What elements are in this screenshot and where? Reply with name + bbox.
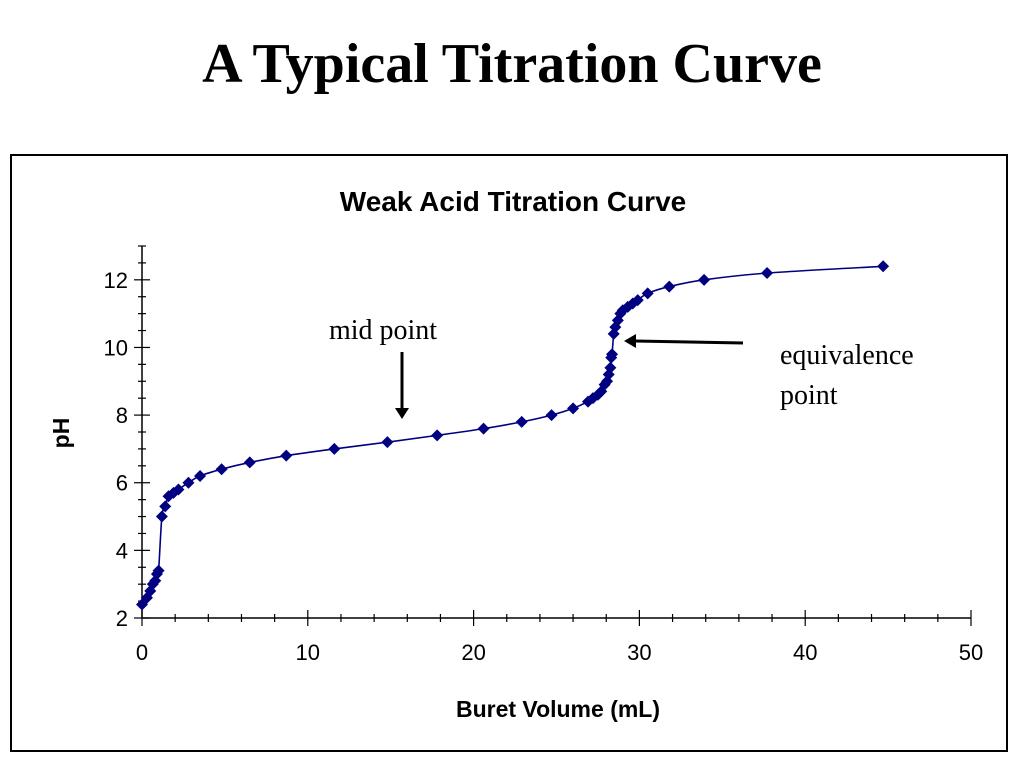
data-point: [698, 273, 711, 286]
x-tick-label: 40: [793, 640, 817, 665]
annotations: mid point equivalence point: [329, 315, 914, 419]
data-point: [152, 564, 165, 577]
data-point: [631, 294, 644, 307]
data-point: [144, 584, 157, 597]
data-point: [182, 476, 195, 489]
data-point: [172, 483, 185, 496]
data-point: [515, 415, 528, 428]
data-point: [155, 510, 168, 523]
equivalence-arrowhead: [624, 334, 636, 348]
data-point: [194, 469, 207, 482]
x-axis-label: Buret Volume (mL): [456, 696, 660, 722]
y-axis-label: pH: [48, 418, 74, 449]
data-point: [606, 348, 619, 361]
equivalence-annotation-line1: equivalence: [780, 340, 914, 371]
x-tick-label: 50: [959, 640, 983, 665]
data-point: [567, 402, 580, 415]
data-point: [280, 449, 293, 462]
data-point: [328, 442, 341, 455]
data-point: [877, 260, 890, 273]
data-point: [243, 456, 256, 469]
data-point: [591, 388, 604, 401]
y-tick-label: 12: [104, 268, 128, 293]
y-tick-label: 8: [116, 403, 128, 428]
mid-point-arrowhead: [395, 408, 409, 419]
equivalence-arrow: [633, 339, 744, 345]
x-tick-label: 0: [136, 640, 148, 665]
axes: 0 10 20 30 40 50 2 4 6 8 10 12: [104, 245, 983, 665]
x-tick-label: 20: [461, 640, 485, 665]
data-point: [601, 375, 614, 388]
x-tick-label: 10: [296, 640, 320, 665]
data-point: [477, 422, 490, 435]
y-tick-label: 6: [116, 471, 128, 496]
y-tick-label: 4: [116, 538, 128, 563]
data-point: [159, 500, 172, 513]
data-point: [663, 280, 676, 293]
slide-title: A Typical Titration Curve: [202, 33, 822, 95]
y-tick-label: 10: [104, 335, 128, 360]
data-point: [641, 287, 654, 300]
data-point: [761, 267, 774, 280]
data-point: [431, 429, 444, 442]
data-point: [215, 463, 228, 476]
data-points: [136, 260, 890, 611]
x-tick-label: 30: [627, 640, 651, 665]
data-point: [545, 409, 558, 422]
titration-curve-line: [141, 265, 884, 605]
data-point: [604, 361, 617, 374]
data-point: [381, 436, 394, 449]
curve-layer: [141, 265, 884, 605]
chart-title: Weak Acid Titration Curve: [340, 186, 686, 217]
titration-chart: Weak Acid Titration Curve Buret Volume (…: [48, 186, 983, 722]
y-tick-label: 2: [116, 606, 128, 631]
mid-point-annotation: mid point: [329, 315, 437, 346]
equivalence-annotation-line2: point: [780, 380, 838, 411]
chart-frame: Weak Acid Titration Curve Buret Volume (…: [10, 154, 1008, 752]
